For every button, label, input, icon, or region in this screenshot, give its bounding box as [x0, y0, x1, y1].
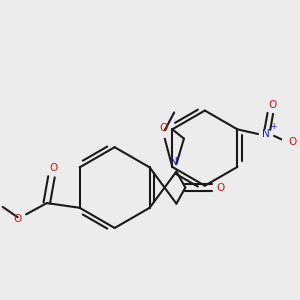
Text: O: O	[160, 123, 168, 134]
Text: O: O	[14, 214, 22, 224]
Text: N: N	[170, 157, 178, 167]
Text: O: O	[49, 163, 58, 173]
Text: +: +	[270, 122, 276, 131]
Text: O: O	[216, 183, 224, 193]
Text: N: N	[262, 129, 269, 139]
Text: O: O	[268, 100, 276, 110]
Text: O: O	[289, 136, 297, 146]
